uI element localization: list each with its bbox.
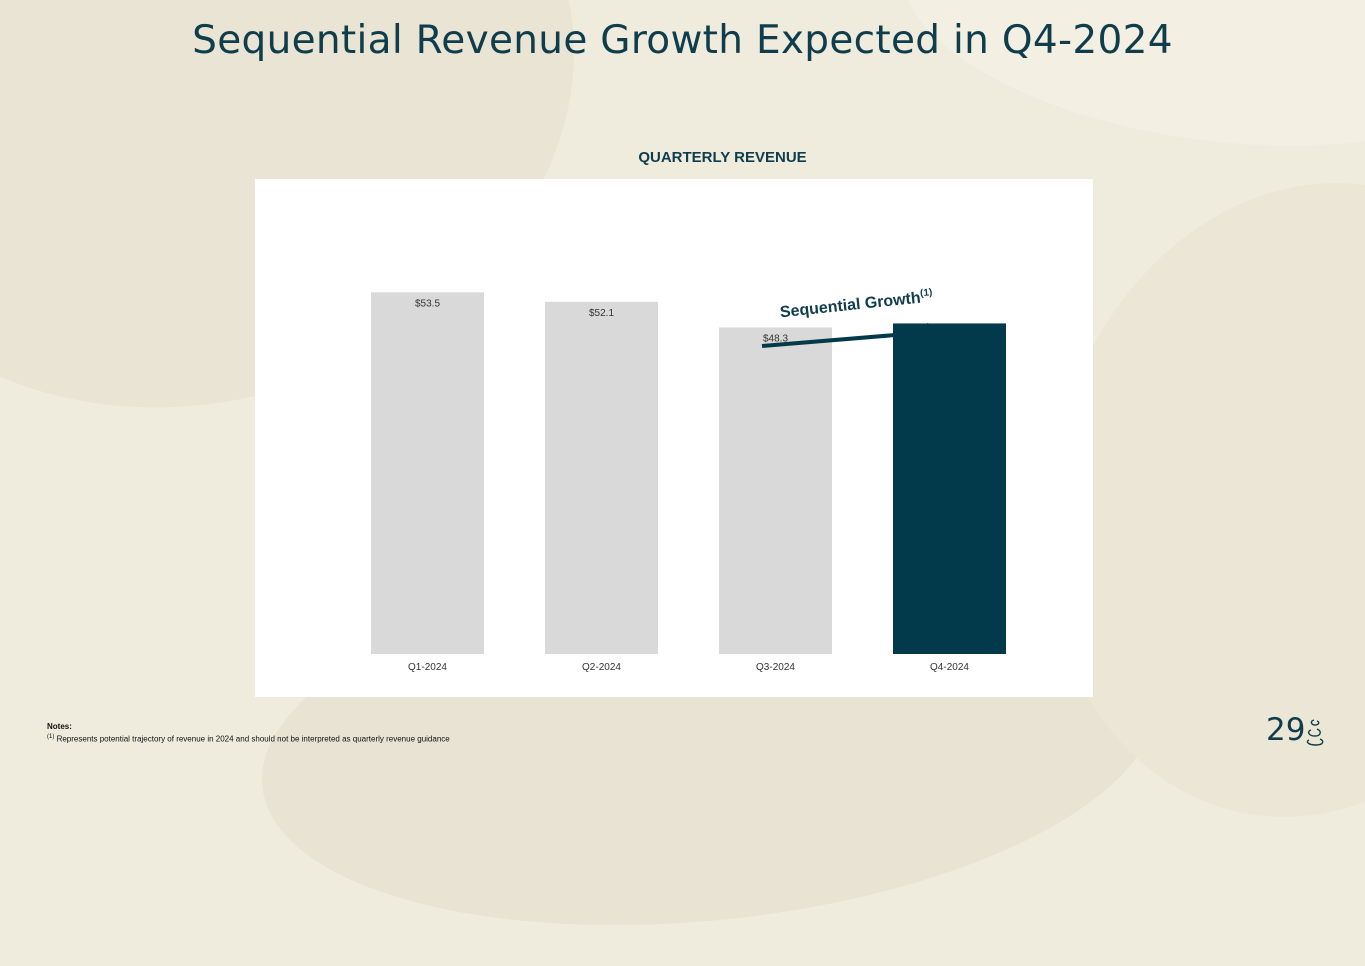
data-label-q3-2024: $48.3 [763,333,788,344]
notes-heading: Notes: [47,722,72,731]
footnote: (1) Represents potential trajectory of r… [47,732,450,745]
footnote-text: Represents potential trajectory of reven… [56,734,450,744]
growth-arrow-line [761,329,940,348]
bar-q2-2024 [545,301,658,654]
bar-q3-2024 [719,327,832,654]
bar-chart: $53.5 Q1-2024 $52.1 Q2-2024 $48.3 Q3-2024 Q4-2… [371,292,1006,673]
bar-q1-2024 [371,292,484,654]
chart-panel: $53.5 Q1-2024 $52.1 Q2-2024 $48.3 Q3-2024 Q4-2… [255,179,1093,697]
x-tick-label-q1-2024: Q1-2024 [408,662,447,673]
sequential-growth-footnote-marker: (1) [919,287,933,300]
company-logo-icon [1306,719,1324,746]
data-label-q2-2024: $52.1 [589,308,614,319]
data-label-q1-2024: $53.5 [415,298,440,309]
x-tick-label-q2-2024: Q2-2024 [582,662,621,673]
growth-arrow-head [927,323,953,340]
footnote-marker: (1) [47,734,55,740]
page-title: Sequential Revenue Growth Expected in Q4… [192,18,1173,63]
notes: Notes: (1) Represents potential trajecto… [47,721,450,745]
x-tick-label-q4-2024: Q4-2024 [930,662,969,673]
bar-q4-2024 [893,323,1006,654]
x-tick-label-q3-2024: Q3-2024 [756,662,795,673]
chart-title: QUARTERLY REVENUE [638,149,807,166]
page-number: 29 [1266,712,1306,748]
